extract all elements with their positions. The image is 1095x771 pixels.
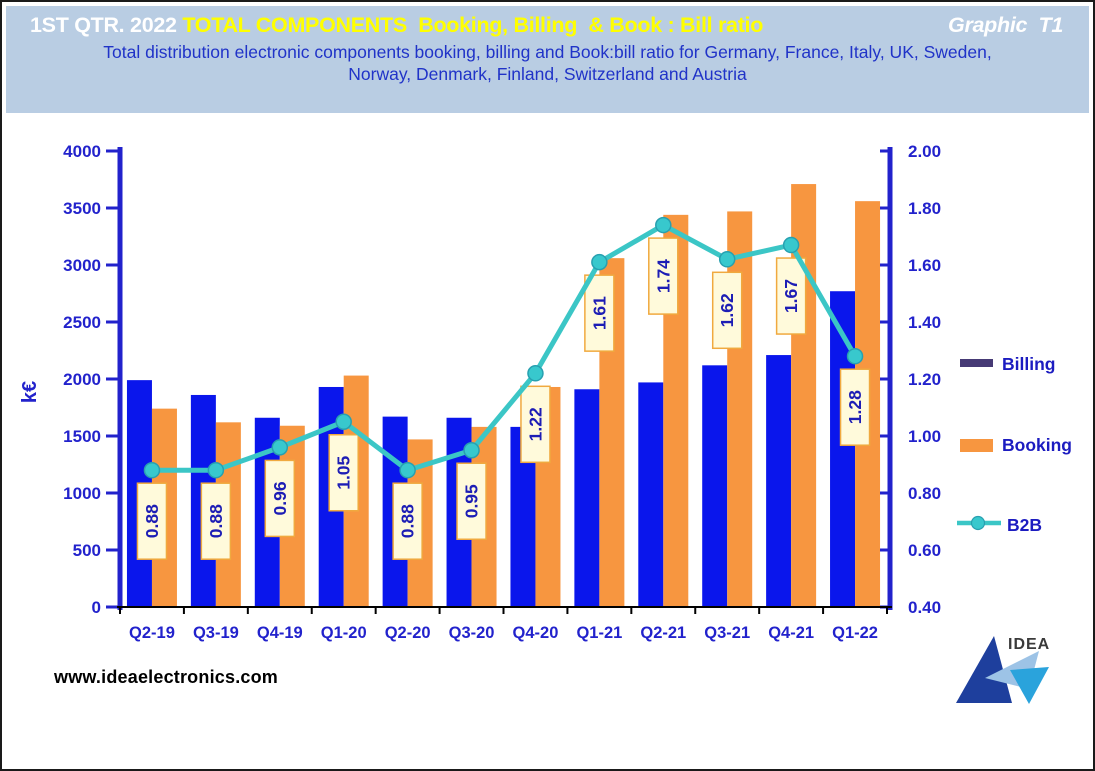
title-main: TOTAL COMPONENTS Booking, Billing & Book… — [182, 13, 764, 37]
b2b-line — [151, 222, 858, 473]
b2b-marker — [782, 236, 800, 254]
right-axis-tick-label: 1.80 — [908, 199, 941, 218]
b2b-marker — [591, 253, 608, 271]
category-label: Q3-21 — [704, 624, 750, 642]
category-label: Q2-19 — [129, 624, 175, 642]
b2b-value-label: 1.67 — [781, 279, 801, 313]
right-axis-tick-label: 2.00 — [908, 142, 941, 161]
b2b-marker — [718, 251, 736, 268]
b2b-value-label: 1.74 — [653, 259, 673, 293]
legend-b2b-label: B2B — [1007, 515, 1042, 535]
left-axis-tick-label: 0 — [92, 598, 101, 617]
b2b-value-label: 0.88 — [398, 504, 418, 538]
b2b-value-label: 1.61 — [589, 296, 609, 330]
category-label: Q1-22 — [832, 624, 878, 642]
right-axis-tick-label: 1.40 — [908, 313, 941, 332]
b2b-value-label: 0.88 — [142, 504, 162, 538]
b2b-value-label: 1.28 — [845, 390, 865, 424]
left-axis-tick-label: 1500 — [63, 427, 101, 446]
chart-subtitle: Total distribution electronic components… — [103, 42, 992, 85]
b2b-value-label: 0.88 — [206, 504, 226, 538]
right-axis-tick-label: 1.00 — [908, 427, 941, 446]
b2b-marker — [143, 461, 161, 479]
b2b-value-box — [136, 482, 168, 560]
b2b-marker — [655, 216, 672, 234]
b2b-marker — [846, 347, 864, 365]
logo-triangle-cyan — [1010, 667, 1049, 704]
b2b-value-box — [520, 385, 551, 464]
right-axis-tick-label: 0.40 — [908, 598, 941, 617]
left-axis-tick-label: 4000 — [63, 142, 101, 161]
b2b-value-label: 1.22 — [525, 407, 545, 441]
left-axis-tick-label: 2000 — [63, 370, 101, 389]
b2b-value-label: 0.95 — [462, 484, 482, 518]
left-axis-tick-label: 2500 — [63, 313, 101, 332]
b2b-value-box — [584, 274, 615, 352]
legend-billing-label: Billing — [1002, 354, 1055, 374]
chart-title: 1ST QTR. 2022 TOTAL COMPONENTS Booking, … — [30, 13, 763, 38]
legend-booking-label: Booking — [1002, 435, 1072, 455]
b2b-value-box — [711, 271, 743, 350]
legend-billing-swatch — [960, 359, 993, 367]
left-axis-tick-label: 1000 — [63, 484, 101, 503]
title-period: 1ST QTR. 2022 — [30, 13, 183, 37]
graphic-id-label: Graphic T1 — [948, 13, 1063, 37]
b2b-marker — [207, 461, 225, 479]
category-label: Q3-20 — [449, 624, 495, 642]
category-label: Q2-21 — [640, 624, 686, 642]
category-label: Q3-19 — [193, 624, 239, 642]
logo-triangle-navy — [956, 636, 1012, 703]
b2b-marker — [527, 365, 544, 382]
legend-b2b-marker — [970, 515, 986, 531]
b2b-value-box — [264, 459, 296, 538]
left-axis-title: k€ — [19, 381, 41, 403]
b2b-value-box — [200, 482, 232, 560]
b2b-value-box — [839, 368, 871, 446]
b2b-marker — [399, 461, 416, 479]
title-row: 1ST QTR. 2022 TOTAL COMPONENTS Booking, … — [6, 6, 1089, 38]
category-label: Q2-20 — [385, 624, 431, 642]
category-label: Q4-20 — [513, 624, 559, 642]
legend-booking-swatch — [960, 439, 993, 452]
category-label: Q4-19 — [257, 624, 303, 642]
billing-bar — [702, 365, 728, 607]
billing-bar — [766, 355, 792, 607]
left-axis-tick-label: 500 — [73, 541, 101, 560]
right-axis-tick-label: 1.20 — [908, 370, 941, 389]
left-axis-tick-label: 3500 — [63, 199, 101, 218]
b2b-value-box — [775, 257, 807, 335]
logo-text: IDEA — [1008, 636, 1050, 653]
right-axis-tick-label: 0.60 — [908, 541, 941, 560]
b2b-value-label: 0.96 — [270, 481, 290, 515]
category-label: Q4-21 — [768, 624, 814, 642]
category-label: Q1-21 — [576, 624, 622, 642]
category-label: Q1-20 — [321, 624, 367, 642]
billing-bar — [638, 382, 664, 607]
b2b-marker — [463, 442, 480, 459]
header-band: 1ST QTR. 2022 TOTAL COMPONENTS Booking, … — [6, 6, 1089, 113]
b2b-value-box — [392, 482, 423, 560]
b2b-marker — [271, 439, 289, 456]
right-axis-tick-label: 1.60 — [908, 256, 941, 275]
b2b-value-box — [328, 434, 359, 512]
billing-bar — [574, 389, 600, 607]
website-text: www.ideaelectronics.com — [54, 667, 279, 687]
booking-bar — [727, 211, 753, 608]
b2b-value-label: 1.62 — [717, 293, 737, 327]
right-axis-tick-label: 0.80 — [908, 484, 941, 503]
billing-bar — [830, 291, 856, 607]
b2b-marker — [335, 413, 352, 430]
b2b-value-box — [456, 462, 487, 540]
b2b-value-label: 1.05 — [334, 455, 354, 489]
b2b-value-box — [648, 237, 679, 315]
left-axis-tick-label: 3000 — [63, 256, 101, 275]
